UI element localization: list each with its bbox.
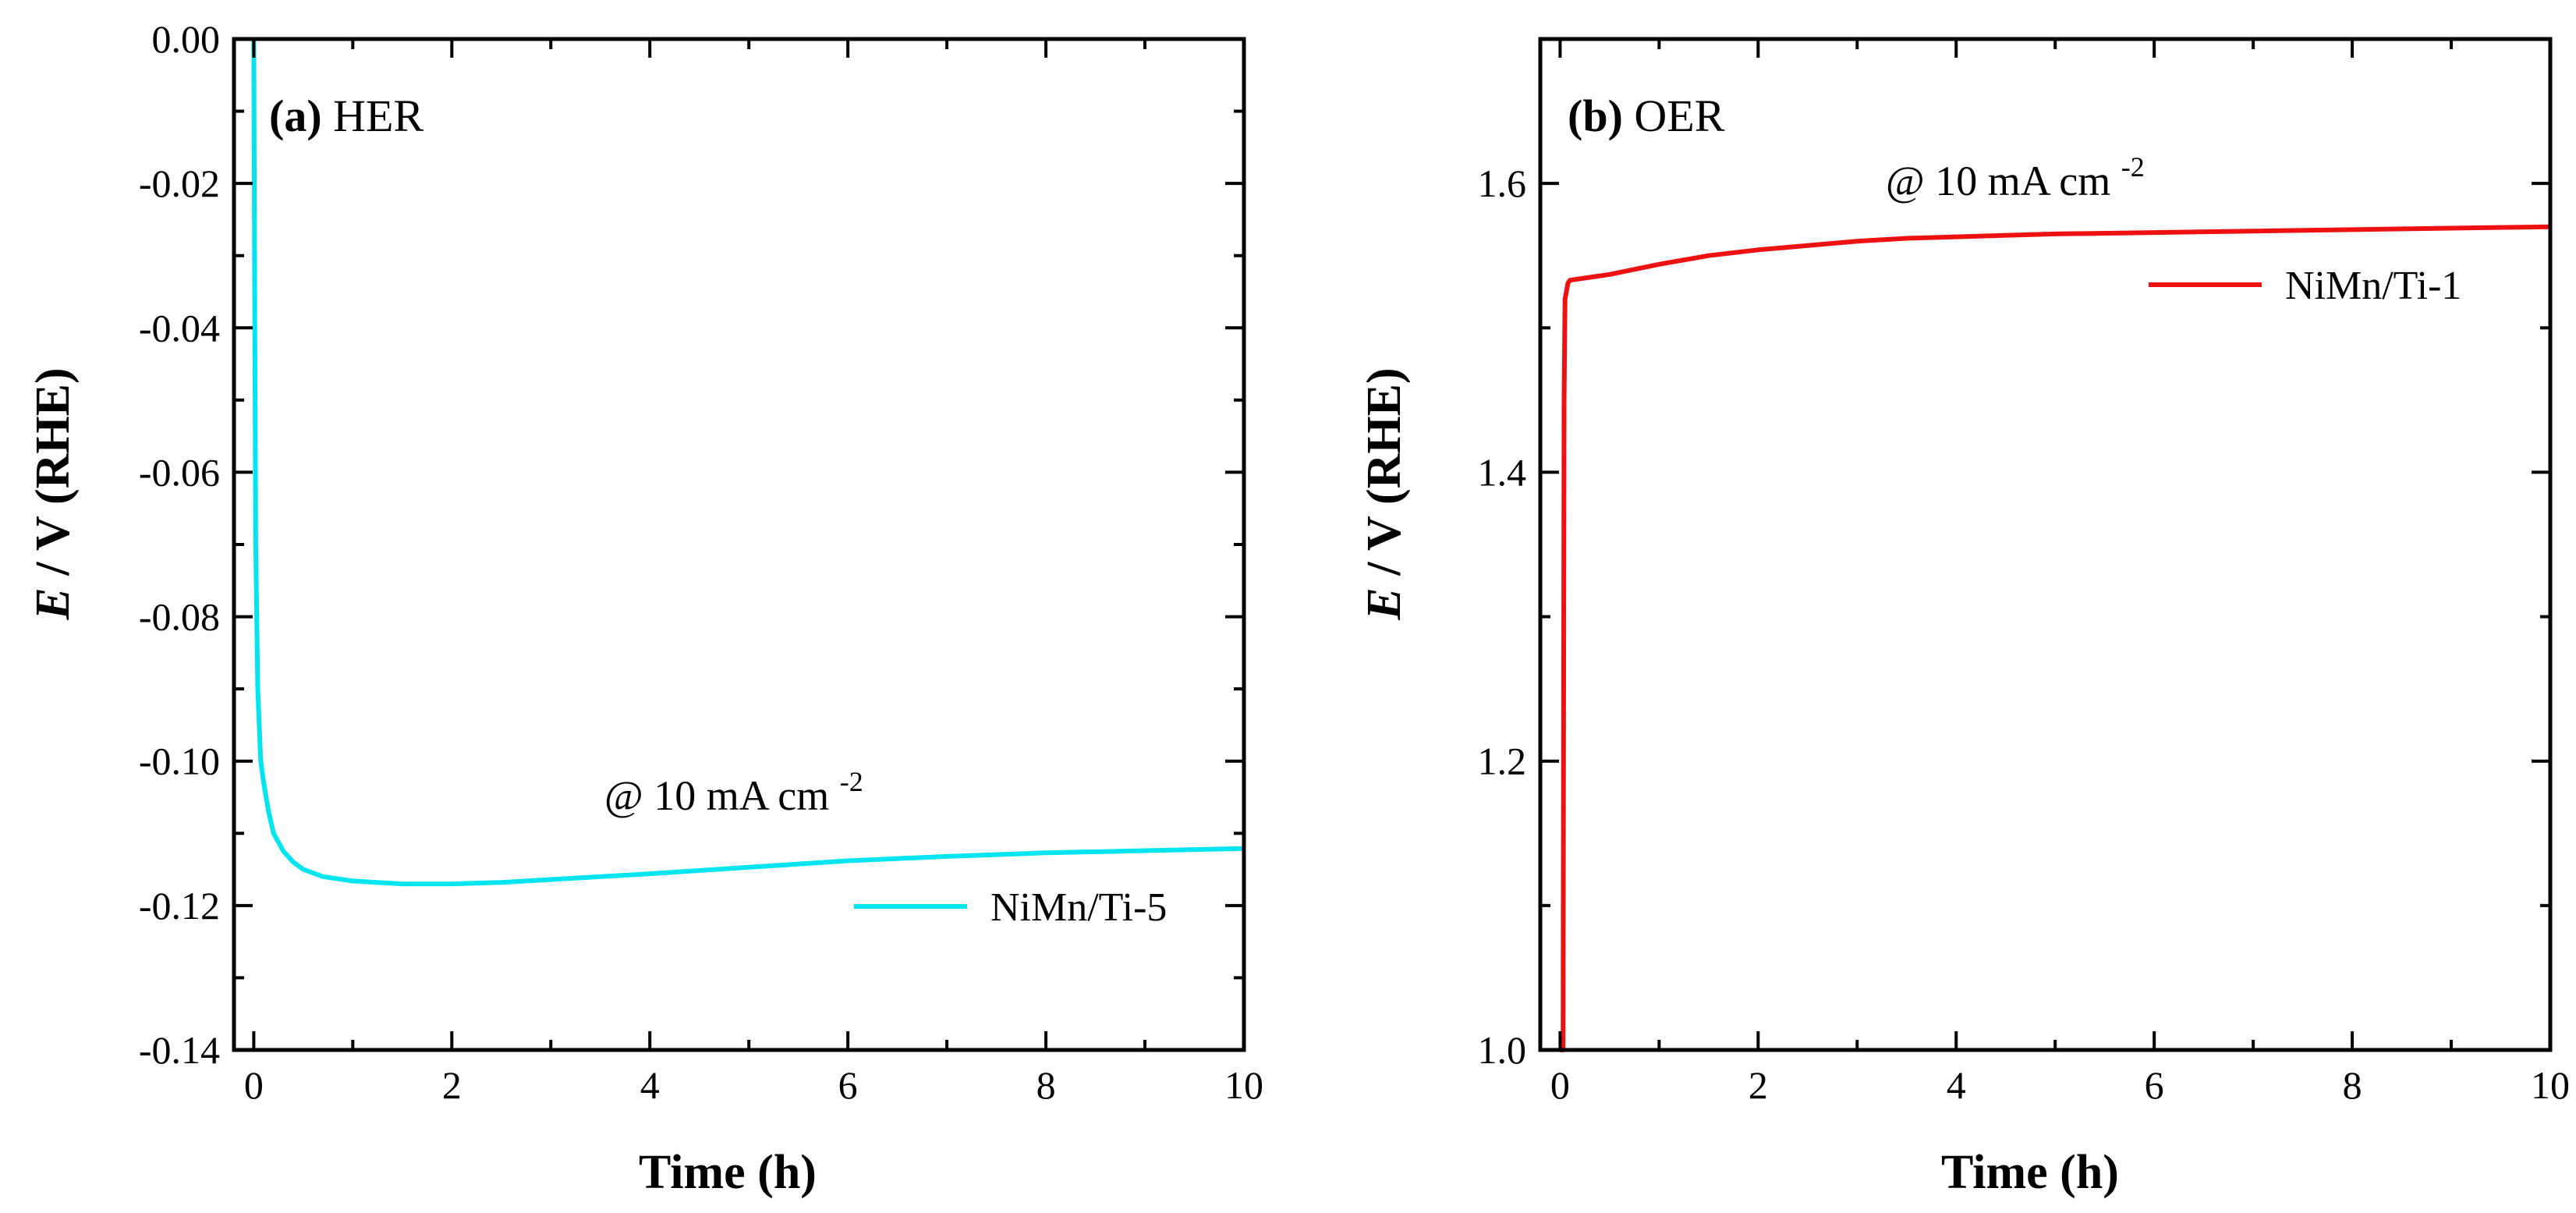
panel-b-ytick-label: 1.0 bbox=[1478, 1028, 1527, 1072]
panel-b-xtick-label: 2 bbox=[1749, 1063, 1768, 1107]
panel-a-tag-title: (a) HER bbox=[269, 90, 423, 141]
panel-b-plot-area: 0 2 4 6 8 10 1.0 1.2 1.4 1.6 NiMn/Ti-1 bbox=[1478, 37, 2570, 1107]
panel-a-ytick-label: -0.06 bbox=[139, 450, 220, 494]
panel-a-ytick-label: 0.00 bbox=[152, 17, 221, 61]
panel-a-ytick-label: -0.04 bbox=[139, 306, 220, 349]
panel-b-ylabel-italic: E bbox=[1358, 587, 1411, 620]
panel-b-series-line-0 bbox=[1560, 224, 2551, 1052]
panel-b-annotation-sup: -2 bbox=[2121, 151, 2145, 183]
panel-a-xtick-label: 4 bbox=[640, 1063, 660, 1107]
panel-b-ylabel: E / V (RHE) bbox=[1358, 367, 1411, 620]
panel-a-her: 0 2 4 6 8 10 0.00 -0.02 -0.04 -0.06 -0.08 -0.10 -0.1… bbox=[27, 17, 1263, 1199]
panel-b-oer: 0 2 4 6 8 10 1.0 1.2 1.4 1.6 NiMn/Ti-1 (b) OER @ 1… bbox=[1358, 37, 2570, 1199]
panel-b-xtick-label: 8 bbox=[2343, 1063, 2362, 1107]
panel-a-ytick-label: -0.02 bbox=[139, 161, 220, 205]
panel-b-annotation: @ 10 mA cm -2 bbox=[1886, 151, 2145, 204]
panel-b-xtick-label: 10 bbox=[2531, 1063, 2570, 1107]
panel-a-ytick-label: -0.08 bbox=[139, 595, 220, 639]
panel-b-ytick-label: 1.4 bbox=[1478, 450, 1527, 494]
panel-a-annotation: @ 10 mA cm -2 bbox=[604, 766, 863, 819]
panel-a-legend-label: NiMn/Ti-5 bbox=[990, 885, 1167, 930]
panel-a-legend: NiMn/Ti-5 bbox=[854, 885, 1167, 930]
panel-b-legend-label: NiMn/Ti-1 bbox=[2285, 264, 2461, 308]
panel-b-xlabel: Time (h) bbox=[1941, 1146, 2119, 1199]
panel-b-tag: (b) bbox=[1568, 90, 1623, 141]
panel-a-ylabel: E / V (RHE) bbox=[27, 367, 80, 620]
panel-a-ylabel-italic: E bbox=[27, 587, 80, 620]
panel-b-annotation-text: @ 10 mA cm bbox=[1886, 158, 2110, 204]
panel-b-ytick-label: 1.6 bbox=[1478, 161, 1527, 205]
panel-a-series-line-0 bbox=[251, 38, 1245, 887]
panel-a-tag: (a) bbox=[269, 90, 322, 141]
panel-a-ytick-label: -0.14 bbox=[139, 1028, 220, 1072]
panel-a-title-text: HER bbox=[333, 90, 423, 141]
panel-b-tag-title: (b) OER bbox=[1568, 90, 1725, 141]
panel-a-ylabel-rest: / V (RHE) bbox=[27, 367, 80, 576]
panel-a-plot-area: 0 2 4 6 8 10 0.00 -0.02 -0.04 -0.06 -0.08 -0.10 -0.1… bbox=[139, 17, 1263, 1107]
panel-b-ylabel-rest: / V (RHE) bbox=[1358, 367, 1411, 576]
panel-b-xtick-label: 4 bbox=[1947, 1063, 1966, 1107]
panel-b-xtick-label: 6 bbox=[2145, 1063, 2164, 1107]
panel-a-xtick-label: 0 bbox=[244, 1063, 264, 1107]
panel-b-xtick-label: 0 bbox=[1550, 1063, 1570, 1107]
panel-a-xtick-label: 10 bbox=[1224, 1063, 1263, 1107]
panel-a-annotation-sup: -2 bbox=[840, 766, 863, 797]
panel-b-title-text: OER bbox=[1634, 90, 1724, 141]
panel-a-ytick-label: -0.12 bbox=[139, 884, 220, 927]
panel-a-ytick-label: -0.10 bbox=[139, 740, 220, 783]
panel-b-legend: NiMn/Ti-1 bbox=[2149, 264, 2461, 308]
panel-a-annotation-text: @ 10 mA cm bbox=[604, 772, 829, 819]
panel-a-xtick-label: 6 bbox=[838, 1063, 858, 1107]
panel-a-xtick-label: 2 bbox=[442, 1063, 462, 1107]
panel-b-axes-frame bbox=[1538, 37, 2553, 1052]
panel-b-ytick-label: 1.2 bbox=[1478, 740, 1527, 783]
panel-a-xlabel: Time (h) bbox=[639, 1146, 817, 1199]
panel-a-xtick-label: 8 bbox=[1036, 1063, 1056, 1107]
